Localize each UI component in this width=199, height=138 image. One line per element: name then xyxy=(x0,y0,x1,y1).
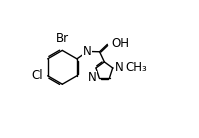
Text: N: N xyxy=(115,61,124,74)
Text: CH₃: CH₃ xyxy=(125,61,147,74)
Text: N: N xyxy=(88,71,97,84)
Text: Br: Br xyxy=(56,32,69,45)
Text: OH: OH xyxy=(112,37,130,50)
Text: Cl: Cl xyxy=(31,69,43,82)
Text: N: N xyxy=(83,45,92,58)
